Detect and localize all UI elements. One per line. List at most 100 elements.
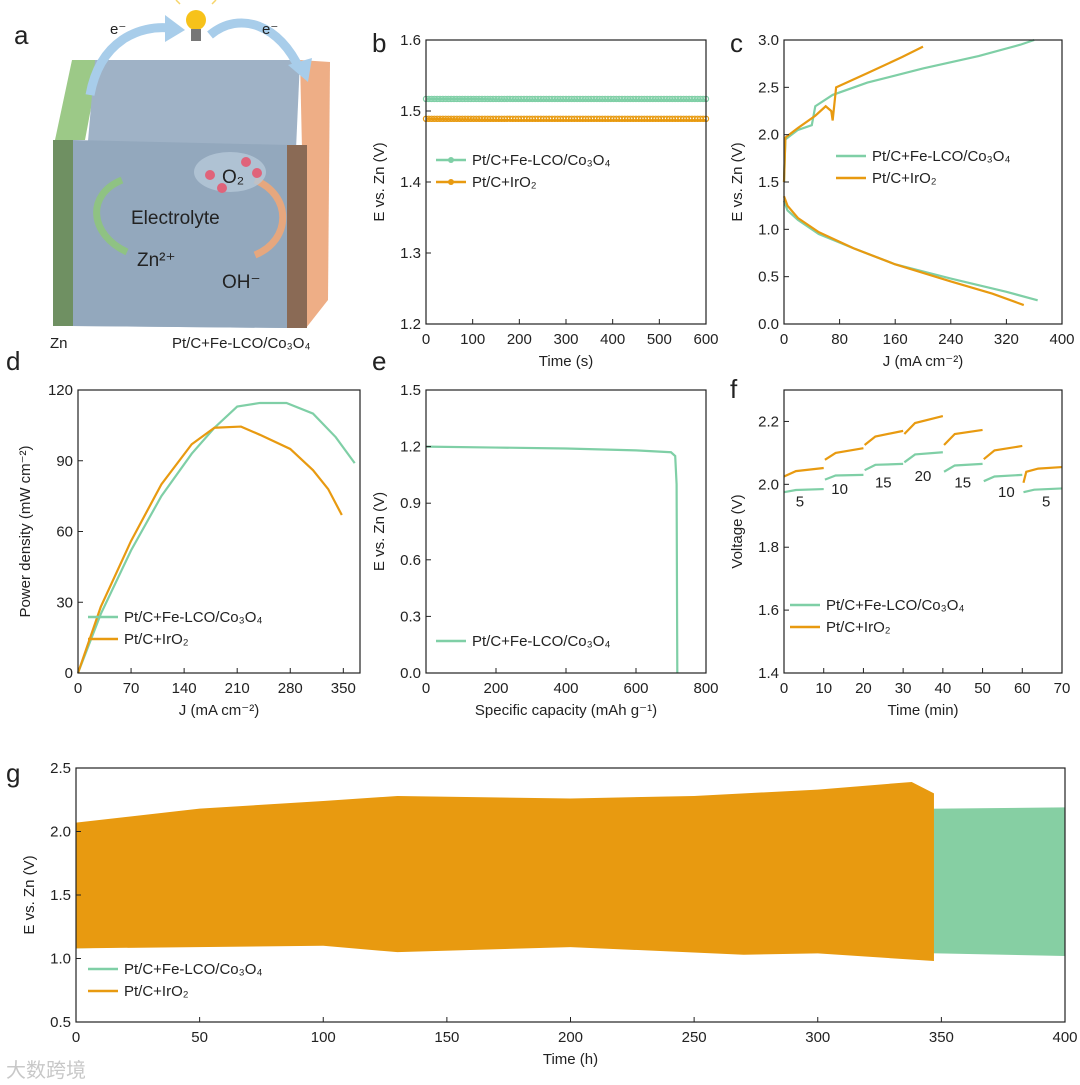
plot-frame bbox=[77, 389, 361, 674]
x-tick-label: 20 bbox=[855, 680, 872, 697]
chart-panel-f: 0 10 20 30 40 50 60 70 1.4 1.6 1.8 2.0 2.2 Time (min)… bbox=[729, 374, 1070, 719]
anode-label: Zn bbox=[50, 335, 68, 352]
x-tick-label: 80 bbox=[831, 331, 848, 348]
chart-panel-g: 0 50 100 150 200 250 300 350 400 0.5 1.0 1.5 2.0 2.5 T… bbox=[6, 758, 1078, 1068]
y-tick-label: 0.0 bbox=[758, 316, 779, 333]
series-line-1 bbox=[983, 444, 1023, 461]
zinc-ion-label: Zn²⁺ bbox=[137, 250, 176, 271]
x-tick-label: 30 bbox=[895, 680, 912, 697]
chart-panel-e: 0 200 400 600 800 0.0 0.3 0.6 0.9 1.2 1.5 Specific … bbox=[371, 346, 719, 719]
x-tick-label: 200 bbox=[507, 331, 532, 348]
series-line-0 bbox=[425, 445, 679, 674]
x-tick-label: 280 bbox=[278, 680, 303, 697]
x-tick-label: 300 bbox=[553, 331, 578, 348]
series-line-0 bbox=[824, 473, 864, 481]
arrowhead-left bbox=[165, 15, 185, 42]
y-axis-label: E vs. Zn (V) bbox=[21, 855, 38, 934]
panel-label-e: e bbox=[372, 346, 386, 376]
legend-label: Pt/C+Fe-LCO/Co₃O₄ bbox=[124, 961, 263, 978]
x-tick-label: 800 bbox=[693, 680, 718, 697]
current-density-label: 15 bbox=[875, 474, 892, 491]
y-tick-label: 90 bbox=[56, 453, 73, 470]
x-tick-label: 210 bbox=[225, 680, 250, 697]
legend-marker bbox=[448, 179, 454, 185]
y-tick-label: 1.3 bbox=[400, 245, 421, 262]
watermark: 大数跨境 bbox=[6, 1059, 86, 1080]
y-tick-label: 1.5 bbox=[50, 887, 71, 904]
chart-panel-d: 0 70 140 210 280 350 0 30 60 90 120 J (mA cm⁻²) Powe… bbox=[6, 346, 361, 719]
x-axis-label: J (mA cm⁻²) bbox=[883, 353, 963, 370]
electrolyte-label: Electrolyte bbox=[131, 208, 220, 229]
plot-frame bbox=[425, 39, 707, 325]
x-tick-label: 0 bbox=[74, 680, 82, 697]
cathode-electrode bbox=[287, 145, 307, 328]
x-tick-label: 0 bbox=[72, 1029, 80, 1046]
x-tick-label: 250 bbox=[682, 1029, 707, 1046]
series-line-0 bbox=[943, 462, 983, 473]
electron-label-right: e⁻ bbox=[262, 21, 278, 38]
current-density-label: 10 bbox=[998, 484, 1015, 501]
y-tick-label: 1.5 bbox=[758, 174, 779, 191]
battery-schematic: a e⁻ e⁻ O₂ Electrolyte Zn²⁺ OH⁻ Zn Pt/C+… bbox=[14, 0, 330, 352]
series-line-1 bbox=[782, 45, 924, 183]
y-tick-label: 2.0 bbox=[50, 824, 71, 841]
x-axis-label: Time (h) bbox=[543, 1051, 598, 1068]
series-line-0 bbox=[76, 401, 356, 674]
x-tick-label: 0 bbox=[422, 331, 430, 348]
x-tick-label: 10 bbox=[815, 680, 832, 697]
panel-label-b: b bbox=[372, 28, 386, 58]
x-tick-label: 350 bbox=[929, 1029, 954, 1046]
y-tick-label: 2.0 bbox=[758, 476, 779, 493]
x-tick-label: 240 bbox=[938, 331, 963, 348]
y-tick-label: 2.5 bbox=[758, 79, 779, 96]
hydroxide-arrow bbox=[253, 176, 287, 259]
panel-label-a: a bbox=[14, 20, 29, 50]
y-tick-label: 0.6 bbox=[400, 552, 421, 569]
x-tick-label: 150 bbox=[434, 1029, 459, 1046]
current-density-label: 20 bbox=[915, 468, 932, 485]
y-tick-label: 1.6 bbox=[400, 32, 421, 49]
x-tick-label: 400 bbox=[1049, 331, 1074, 348]
hydroxide-label: OH⁻ bbox=[222, 272, 261, 293]
series-line-1 bbox=[863, 429, 904, 446]
y-tick-label: 120 bbox=[48, 382, 73, 399]
x-axis-label: Specific capacity (mAh g⁻¹) bbox=[475, 702, 657, 719]
series-line-0 bbox=[1023, 487, 1063, 494]
arrowhead-right bbox=[288, 58, 312, 82]
y-tick-label: 1.4 bbox=[400, 174, 421, 191]
panel-label-d: d bbox=[6, 346, 20, 376]
y-axis-label: E vs. Zn (V) bbox=[729, 142, 746, 221]
oxygen-label: O₂ bbox=[222, 167, 244, 188]
plot-frame bbox=[425, 389, 707, 674]
legend-label: Pt/C+IrO₂ bbox=[472, 174, 537, 191]
x-tick-label: 50 bbox=[974, 680, 991, 697]
legend-label: Pt/C+IrO₂ bbox=[124, 631, 189, 648]
legend-label: Pt/C+IrO₂ bbox=[826, 619, 891, 636]
y-axis-label: Power density (mW cm⁻²) bbox=[17, 445, 34, 617]
x-tick-label: 0 bbox=[780, 331, 788, 348]
x-tick-label: 60 bbox=[1014, 680, 1031, 697]
oxygen-atom bbox=[217, 183, 227, 193]
series-line-1 bbox=[783, 466, 824, 478]
x-tick-label: 600 bbox=[693, 331, 718, 348]
x-tick-label: 50 bbox=[191, 1029, 208, 1046]
x-tick-label: 600 bbox=[623, 680, 648, 697]
x-tick-label: 40 bbox=[935, 680, 952, 697]
y-tick-label: 1.8 bbox=[758, 539, 779, 556]
series-line-1 bbox=[76, 425, 343, 674]
x-tick-label: 70 bbox=[123, 680, 140, 697]
current-density-label: 5 bbox=[796, 493, 804, 510]
legend-label: Pt/C+Fe-LCO/Co₃O₄ bbox=[472, 633, 611, 650]
y-axis-label: E vs. Zn (V) bbox=[371, 492, 388, 571]
x-axis-label: Time (min) bbox=[887, 702, 958, 719]
x-tick-label: 160 bbox=[883, 331, 908, 348]
series-line-1 bbox=[1022, 465, 1063, 484]
series-band-1 bbox=[76, 781, 934, 962]
y-tick-label: 30 bbox=[56, 594, 73, 611]
current-density-label: 5 bbox=[1042, 493, 1050, 510]
panel-label-c: c bbox=[730, 28, 743, 58]
y-axis-label: Voltage (V) bbox=[729, 494, 746, 568]
x-tick-label: 100 bbox=[460, 331, 485, 348]
x-axis-label: Time (s) bbox=[539, 353, 593, 370]
